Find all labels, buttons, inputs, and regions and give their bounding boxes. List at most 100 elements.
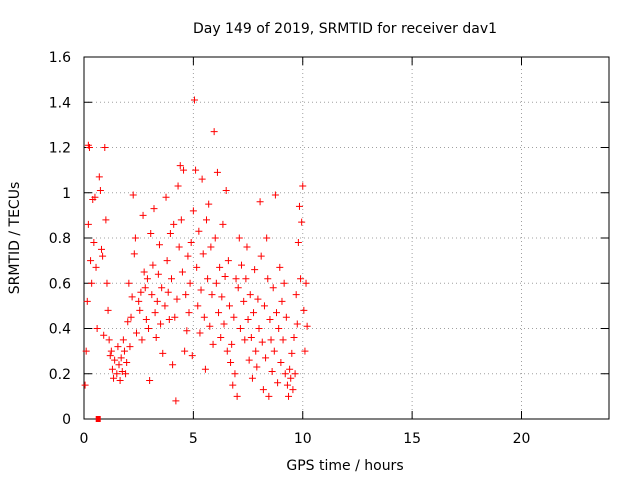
- data-point: [253, 363, 261, 371]
- data-point: [275, 325, 283, 332]
- data-point: [200, 313, 208, 321]
- data-point: [217, 334, 225, 342]
- data-point: [281, 370, 289, 378]
- data-point: [147, 229, 155, 237]
- y-tick-label: 1.2: [49, 141, 71, 157]
- data-point: [123, 358, 131, 366]
- y-tick-label: 0.4: [49, 322, 71, 338]
- data-point: [172, 397, 180, 405]
- data-point: [208, 291, 216, 299]
- data-point: [264, 275, 272, 283]
- data-point: [122, 370, 130, 378]
- data-point: [148, 291, 156, 299]
- data-point: [176, 162, 184, 170]
- data-point: [114, 343, 122, 351]
- data-point: [154, 270, 162, 278]
- chart-title: Day 149 of 2019, SRMTID for receiver dav…: [193, 21, 497, 37]
- data-point: [278, 297, 286, 305]
- data-point: [244, 315, 252, 323]
- data-point: [303, 322, 311, 330]
- data-point: [184, 252, 192, 260]
- data-point: [243, 243, 251, 251]
- data-point: [236, 325, 244, 332]
- data-point: [143, 275, 151, 283]
- data-point: [205, 200, 213, 208]
- data-point: [271, 191, 279, 199]
- data-point: [286, 365, 294, 373]
- data-point: [216, 263, 224, 271]
- data-point: [259, 386, 267, 394]
- data-point: [139, 211, 147, 219]
- data-point: [135, 297, 143, 305]
- data-point: [301, 347, 309, 355]
- data-point: [157, 320, 165, 328]
- x-tick-label: 5: [189, 431, 198, 447]
- data-point: [280, 279, 288, 287]
- grid: [84, 57, 609, 419]
- data-point: [153, 297, 161, 305]
- data-point: [117, 354, 125, 362]
- data-point: [81, 381, 89, 389]
- data-point: [90, 239, 98, 247]
- x-tick-label: 20: [513, 431, 531, 447]
- data-point: [163, 257, 171, 265]
- data-point: [93, 325, 101, 332]
- data-point: [220, 320, 228, 328]
- data-point: [298, 218, 306, 226]
- data-point: [127, 313, 135, 321]
- data-point: [125, 279, 133, 287]
- data-point: [199, 250, 207, 258]
- y-axis-label: SRMTID / TECUs: [7, 182, 23, 295]
- data-point: [269, 284, 277, 292]
- data-point: [274, 379, 282, 387]
- data-point: [155, 241, 163, 249]
- data-point: [270, 347, 278, 355]
- y-tick-label: 0.2: [49, 367, 71, 383]
- data-point: [257, 252, 265, 260]
- data-point: [84, 220, 92, 228]
- data-point: [116, 377, 124, 385]
- data-point: [203, 216, 210, 224]
- data-point: [285, 392, 293, 400]
- data-point: [299, 182, 307, 190]
- data-point: [146, 377, 154, 385]
- data-point: [290, 334, 298, 342]
- data-point: [136, 306, 144, 314]
- data-point: [185, 309, 193, 317]
- data-points: [81, 96, 311, 422]
- data-point: [138, 336, 146, 344]
- data-point: [246, 291, 254, 299]
- data-point: [302, 279, 310, 287]
- data-point: [293, 320, 301, 328]
- data-point: [133, 329, 140, 337]
- data-point: [287, 374, 295, 382]
- data-point: [85, 144, 93, 151]
- data-point: [223, 347, 231, 355]
- data-point: [206, 322, 214, 330]
- data-point: [224, 257, 232, 265]
- x-ticks: 0 5 10 15 20: [80, 57, 531, 447]
- data-point: [98, 245, 105, 253]
- data-point: [83, 297, 91, 305]
- y-ticks: 0 0.2 0.4 0.6 0.8 1 1.2 1.4 1.6: [49, 50, 609, 428]
- data-point: [204, 275, 212, 283]
- y-tick-label: 1.4: [49, 95, 71, 111]
- data-point: [166, 229, 174, 237]
- data-point: [292, 291, 300, 299]
- data-point: [150, 205, 158, 213]
- data-point: [165, 315, 173, 323]
- data-point: [175, 243, 183, 251]
- data-point: [251, 266, 259, 274]
- data-point: [173, 295, 181, 303]
- data-point: [198, 175, 206, 183]
- data-point: [201, 365, 209, 373]
- data-point: [164, 288, 172, 296]
- data-point: [149, 261, 157, 269]
- data-point: [297, 275, 305, 283]
- x-tick-label: 10: [294, 431, 312, 447]
- data-point: [195, 227, 203, 235]
- data-point: [209, 340, 217, 348]
- data-point: [255, 325, 263, 332]
- data-point: [241, 336, 249, 344]
- data-point: [169, 361, 177, 369]
